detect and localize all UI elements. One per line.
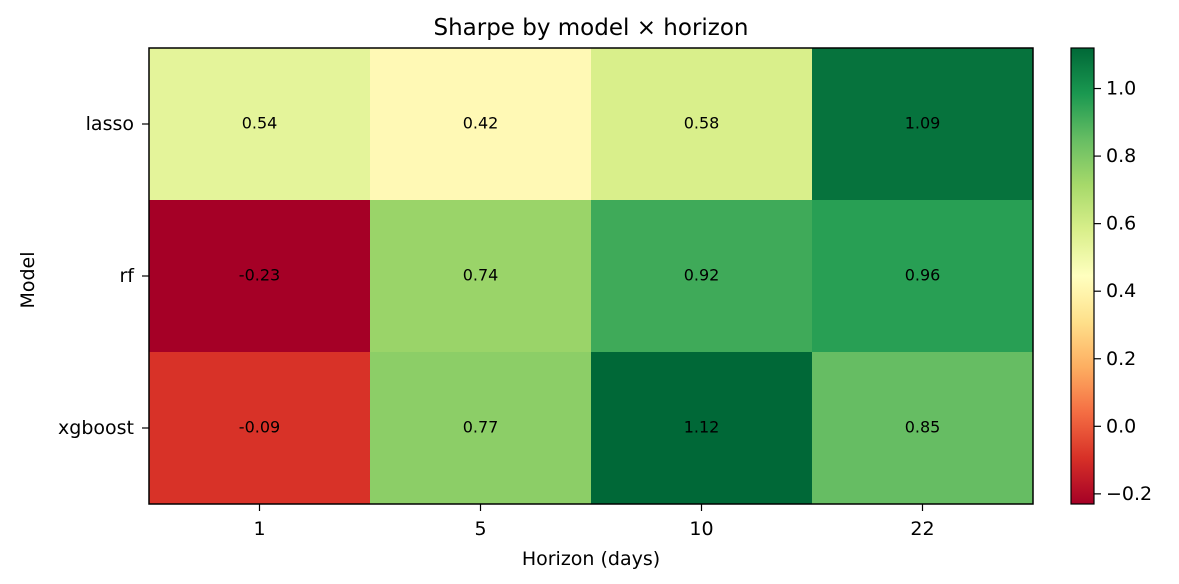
y-tick-label: rf bbox=[119, 265, 135, 287]
cell-value-label: 0.58 bbox=[684, 114, 720, 133]
cell-value-label: 0.54 bbox=[242, 114, 278, 133]
cell-value-label: 1.09 bbox=[905, 114, 941, 133]
cell-value-label: -0.23 bbox=[239, 266, 280, 285]
heatmap-cell bbox=[812, 48, 1034, 201]
cell-value-label: 0.42 bbox=[463, 114, 499, 133]
heatmap-cell bbox=[149, 352, 371, 505]
colorbar-tick-label: 0.4 bbox=[1106, 280, 1136, 302]
y-axis: lasso rf xgboost bbox=[58, 113, 149, 439]
x-axis-label: Horizon (days) bbox=[522, 548, 660, 570]
x-tick-label: 10 bbox=[689, 518, 713, 540]
cell-value-label: 0.92 bbox=[684, 266, 720, 285]
heatmap-cell bbox=[591, 200, 813, 353]
cell-value-label: 0.74 bbox=[463, 266, 499, 285]
colorbar-tick-label: 1.0 bbox=[1106, 78, 1136, 100]
y-axis-label: Model bbox=[17, 251, 39, 308]
cell-value-label: 0.96 bbox=[905, 266, 941, 285]
heatmap-cell bbox=[591, 48, 813, 201]
colorbar bbox=[1070, 47, 1095, 505]
heatmap-cells bbox=[149, 48, 1034, 505]
y-tick-label: lasso bbox=[86, 113, 134, 135]
heatmap-cell bbox=[149, 48, 371, 201]
heatmap-cell bbox=[812, 352, 1034, 505]
colorbar-tick-label: 0.6 bbox=[1106, 213, 1136, 235]
cell-value-label: 0.77 bbox=[463, 418, 499, 437]
cell-value-label: -0.09 bbox=[239, 418, 280, 437]
heatmap-cell bbox=[370, 200, 592, 353]
chart-title: Sharpe by model × horizon bbox=[433, 15, 748, 41]
heatmap-cell bbox=[370, 352, 592, 505]
colorbar-tick-label: 0.2 bbox=[1106, 348, 1136, 370]
x-tick-label: 22 bbox=[910, 518, 934, 540]
heatmap-cell bbox=[149, 200, 371, 353]
x-tick-label: 5 bbox=[474, 518, 486, 540]
colorbar-tick-label: 0.0 bbox=[1106, 415, 1136, 437]
x-tick-label: 1 bbox=[253, 518, 265, 540]
x-axis: 1 5 10 22 bbox=[253, 504, 935, 540]
cell-value-labels: 0.54 0.42 0.58 1.09 -0.23 0.74 0.92 0.96 -0.09 0.… bbox=[239, 114, 941, 437]
heatmap-cell bbox=[812, 200, 1034, 353]
heatmap-cell bbox=[591, 352, 813, 505]
heatmap-cell bbox=[370, 48, 592, 201]
cell-value-label: 1.12 bbox=[684, 418, 720, 437]
cell-value-label: 0.85 bbox=[905, 418, 941, 437]
colorbar-tick-label: 0.8 bbox=[1106, 145, 1136, 167]
colorbar-axis: −0.2 0.0 0.2 0.4 0.6 0.8 1.0 bbox=[1094, 78, 1152, 505]
y-tick-label: xgboost bbox=[58, 417, 134, 439]
colorbar-tick-label: −0.2 bbox=[1106, 483, 1152, 505]
